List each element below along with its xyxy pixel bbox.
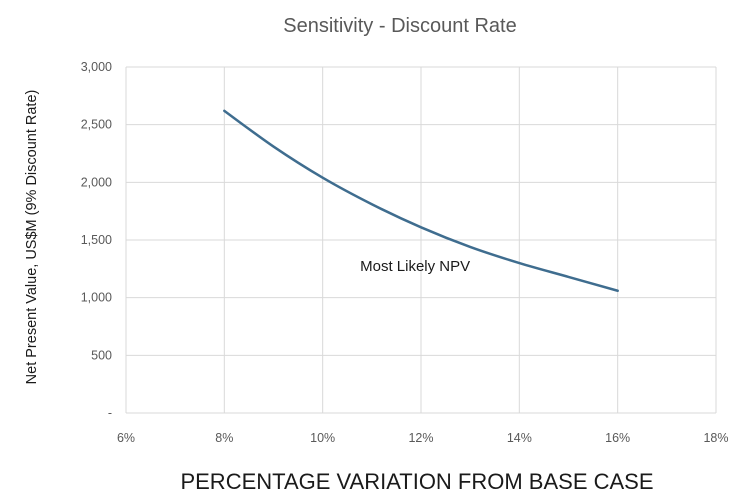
y-tick-label: 1,000: [81, 291, 112, 305]
x-tick-label: 18%: [703, 431, 728, 445]
y-tick-label: 2,000: [81, 175, 112, 189]
x-tick-label: 12%: [408, 431, 433, 445]
y-tick-label: 1,500: [81, 233, 112, 247]
annotations: Most Likely NPV: [360, 258, 470, 275]
x-tick-label: 6%: [117, 431, 135, 445]
annotation-label: Most Likely NPV: [360, 258, 470, 275]
x-tick-label: 8%: [215, 431, 233, 445]
series: [223, 109, 619, 292]
x-tick-label: 16%: [605, 431, 630, 445]
y-tick-label: 2,500: [81, 118, 112, 132]
y-axis-label: Net Present Value, US$M (9% Discount Rat…: [24, 90, 40, 385]
y-tick-label: -: [108, 406, 112, 420]
grid-lines: [125, 66, 717, 414]
x-axis-label: PERCENTAGE VARIATION FROM BASE CASE: [180, 469, 653, 494]
chart-title: Sensitivity - Discount Rate: [283, 15, 516, 37]
y-tick-label: 3,000: [81, 60, 112, 74]
y-axis-ticks: - 500 1,000 1,500 2,000 2,500 3,000: [81, 60, 112, 420]
x-tick-label: 14%: [507, 431, 532, 445]
x-axis-ticks: 6% 8% 10% 12% 14% 16% 18%: [117, 431, 729, 445]
x-tick-label: 10%: [310, 431, 335, 445]
series-line: [223, 109, 619, 292]
y-tick-label: 500: [91, 348, 112, 362]
